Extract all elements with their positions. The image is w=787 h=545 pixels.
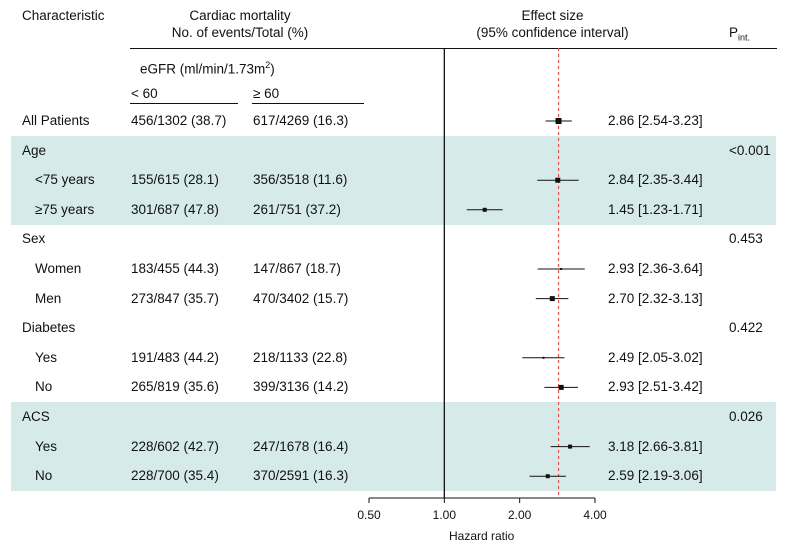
point-estimate (560, 268, 563, 270)
point-estimate (482, 207, 487, 212)
events-ge60: 218/1133 (22.8) (253, 349, 348, 365)
group-label: Sex (22, 231, 46, 247)
egfr-label-text: eGFR (ml/min/1.73m (140, 61, 266, 77)
row-label: Yes (35, 438, 58, 454)
x-tick-label: 1.00 (433, 508, 457, 522)
effect-size-text: 2.86 [2.54-3.23] (608, 113, 703, 128)
row-label: Women (35, 261, 82, 276)
shaded-band (11, 135, 776, 225)
column-header-mortality-line2: No. of events/Total (%) (171, 25, 309, 40)
events-lt60: 155/615 (28.1) (131, 172, 219, 188)
x-axis-title: Hazard ratio (449, 529, 515, 543)
ge60-rule (252, 103, 364, 104)
column-header-mortality-line1: Cardiac mortality (189, 8, 291, 23)
events-lt60: 228/602 (42.7) (131, 438, 219, 454)
p-label-sub: int. (738, 32, 751, 43)
column-header-effect-line1: Effect size (521, 8, 584, 23)
point-estimate (555, 177, 561, 183)
egfr-label-sup: 2 (265, 60, 271, 70)
row-label: <75 years (35, 172, 95, 188)
p-interaction-value: <0.001 (729, 142, 771, 158)
egfr-label-close: ) (270, 61, 275, 77)
p-interaction-value: 0.026 (729, 409, 763, 424)
row-label: Men (35, 290, 62, 306)
column-header-lt60: < 60 (131, 86, 158, 101)
events-lt60: 273/847 (35.7) (131, 290, 219, 306)
group-label: Diabetes (22, 320, 76, 336)
egfr-label: eGFR (ml/min/1.73m2) (140, 57, 275, 78)
effect-size-text: 2.59 [2.19-3.06] (608, 468, 703, 484)
events-ge60: 617/4269 (16.3) (253, 113, 349, 128)
effect-size-text: 2.49 [2.05-3.02] (608, 349, 703, 365)
p-label-main: P (729, 25, 739, 40)
events-lt60: 265/819 (35.6) (131, 379, 219, 395)
column-header-ge60: ≥ 60 (253, 86, 280, 101)
events-lt60: 191/483 (44.2) (131, 349, 219, 365)
group-label: ACS (22, 409, 50, 424)
p-interaction-value: 0.422 (729, 320, 763, 336)
effect-size-text: 2.93 [2.36-3.64] (608, 261, 703, 276)
x-tick-label: 4.00 (583, 508, 607, 522)
effect-size-text: 1.45 [1.23-1.71] (608, 201, 703, 217)
events-ge60: 356/3518 (11.6) (253, 172, 348, 188)
effect-size-text: 2.70 [2.32-3.13] (608, 290, 703, 306)
header-rule (130, 48, 777, 49)
shaded-band (11, 402, 776, 491)
x-tick-label: 0.50 (357, 508, 381, 522)
group-label: Age (22, 142, 47, 158)
row-label: Yes (35, 349, 58, 365)
column-header-characteristic: Characteristic (22, 8, 105, 23)
lt60-rule (130, 103, 238, 104)
point-estimate (558, 384, 564, 390)
effect-size-text: 2.93 [2.51-3.42] (608, 379, 703, 395)
effect-size-text: 2.84 [2.35-3.44] (608, 172, 703, 188)
p-interaction-value: 0.453 (729, 231, 763, 247)
point-estimate (568, 444, 573, 449)
x-tick-label: 2.00 (508, 508, 532, 522)
row-label: All Patients (22, 113, 90, 128)
point-estimate (549, 296, 555, 302)
events-lt60: 456/1302 (38.7) (131, 113, 227, 128)
events-ge60: 247/1678 (16.4) (253, 438, 349, 454)
column-header-p-interaction: Pint. (729, 25, 750, 46)
effect-size-text: 3.18 [2.66-3.81] (608, 438, 703, 454)
events-ge60: 470/3402 (15.7) (253, 290, 349, 306)
point-estimate (555, 118, 562, 124)
events-lt60: 183/455 (44.3) (131, 261, 219, 276)
row-label: No (35, 379, 53, 395)
events-lt60: 228/700 (35.4) (131, 468, 219, 484)
point-estimate (545, 474, 550, 479)
row-label: ≥75 years (35, 201, 95, 217)
column-header-effect-line2: (95% confidence interval) (476, 25, 629, 40)
events-ge60: 147/867 (18.7) (253, 261, 341, 276)
events-ge60: 261/751 (37.2) (253, 201, 341, 217)
events-lt60: 301/687 (47.8) (131, 201, 219, 217)
events-ge60: 399/3136 (14.2) (253, 379, 349, 395)
point-estimate (542, 356, 545, 359)
row-label: No (35, 468, 53, 484)
events-ge60: 370/2591 (16.3) (253, 468, 349, 484)
